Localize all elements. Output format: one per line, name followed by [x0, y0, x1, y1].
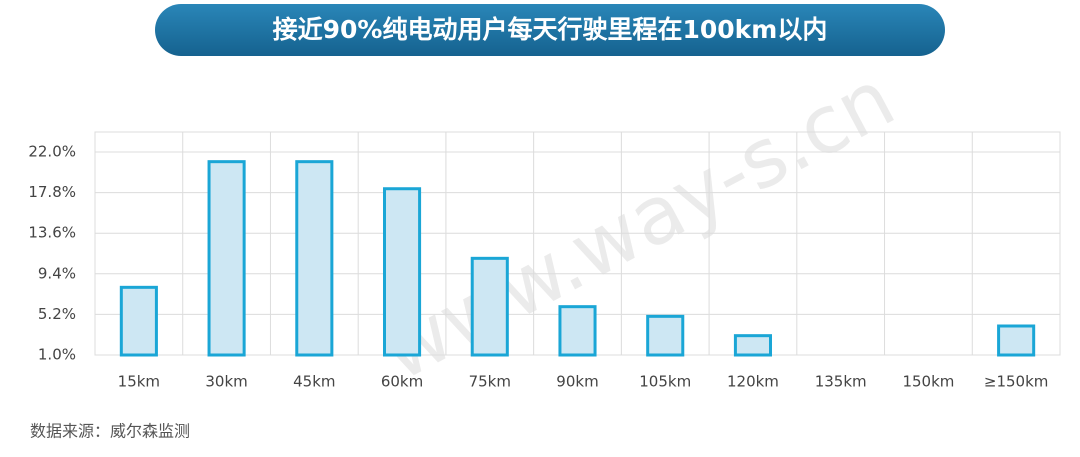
bar — [295, 160, 334, 357]
bar — [470, 256, 509, 357]
x-tick-label: 120km — [727, 373, 779, 391]
y-tick-label: 5.2% — [38, 305, 76, 323]
bar — [646, 314, 685, 357]
bar — [119, 285, 158, 357]
y-tick-label: 13.6% — [28, 224, 76, 242]
x-tick-label: 45km — [293, 373, 335, 391]
x-tick-label: 90km — [556, 373, 598, 391]
bar — [207, 160, 246, 357]
x-tick-label: 105km — [639, 373, 691, 391]
title-pill — [155, 4, 945, 56]
x-tick-label: 60km — [381, 373, 423, 391]
x-tick-label: 15km — [118, 373, 160, 391]
x-tick-label: 135km — [815, 373, 867, 391]
bar — [997, 324, 1036, 357]
y-tick-label: 1.0% — [38, 346, 76, 364]
y-tick-label: 9.4% — [38, 264, 76, 282]
x-tick-label: 30km — [205, 373, 247, 391]
bar — [558, 305, 597, 357]
y-tick-label: 22.0% — [28, 143, 76, 161]
x-tick-label: 75km — [469, 373, 511, 391]
chart-title: 接近90%纯电动用户每天行驶里程在100km以内 — [273, 15, 828, 44]
bar — [383, 187, 422, 357]
bar — [733, 334, 773, 357]
watermark: www.way-s.cn — [366, 51, 909, 399]
x-tick-label: 150km — [902, 373, 954, 391]
source-note: 数据来源：威尔森监测 — [30, 422, 190, 441]
y-tick-label: 17.8% — [28, 183, 76, 201]
x-tick-label: ≥150km — [984, 373, 1049, 391]
